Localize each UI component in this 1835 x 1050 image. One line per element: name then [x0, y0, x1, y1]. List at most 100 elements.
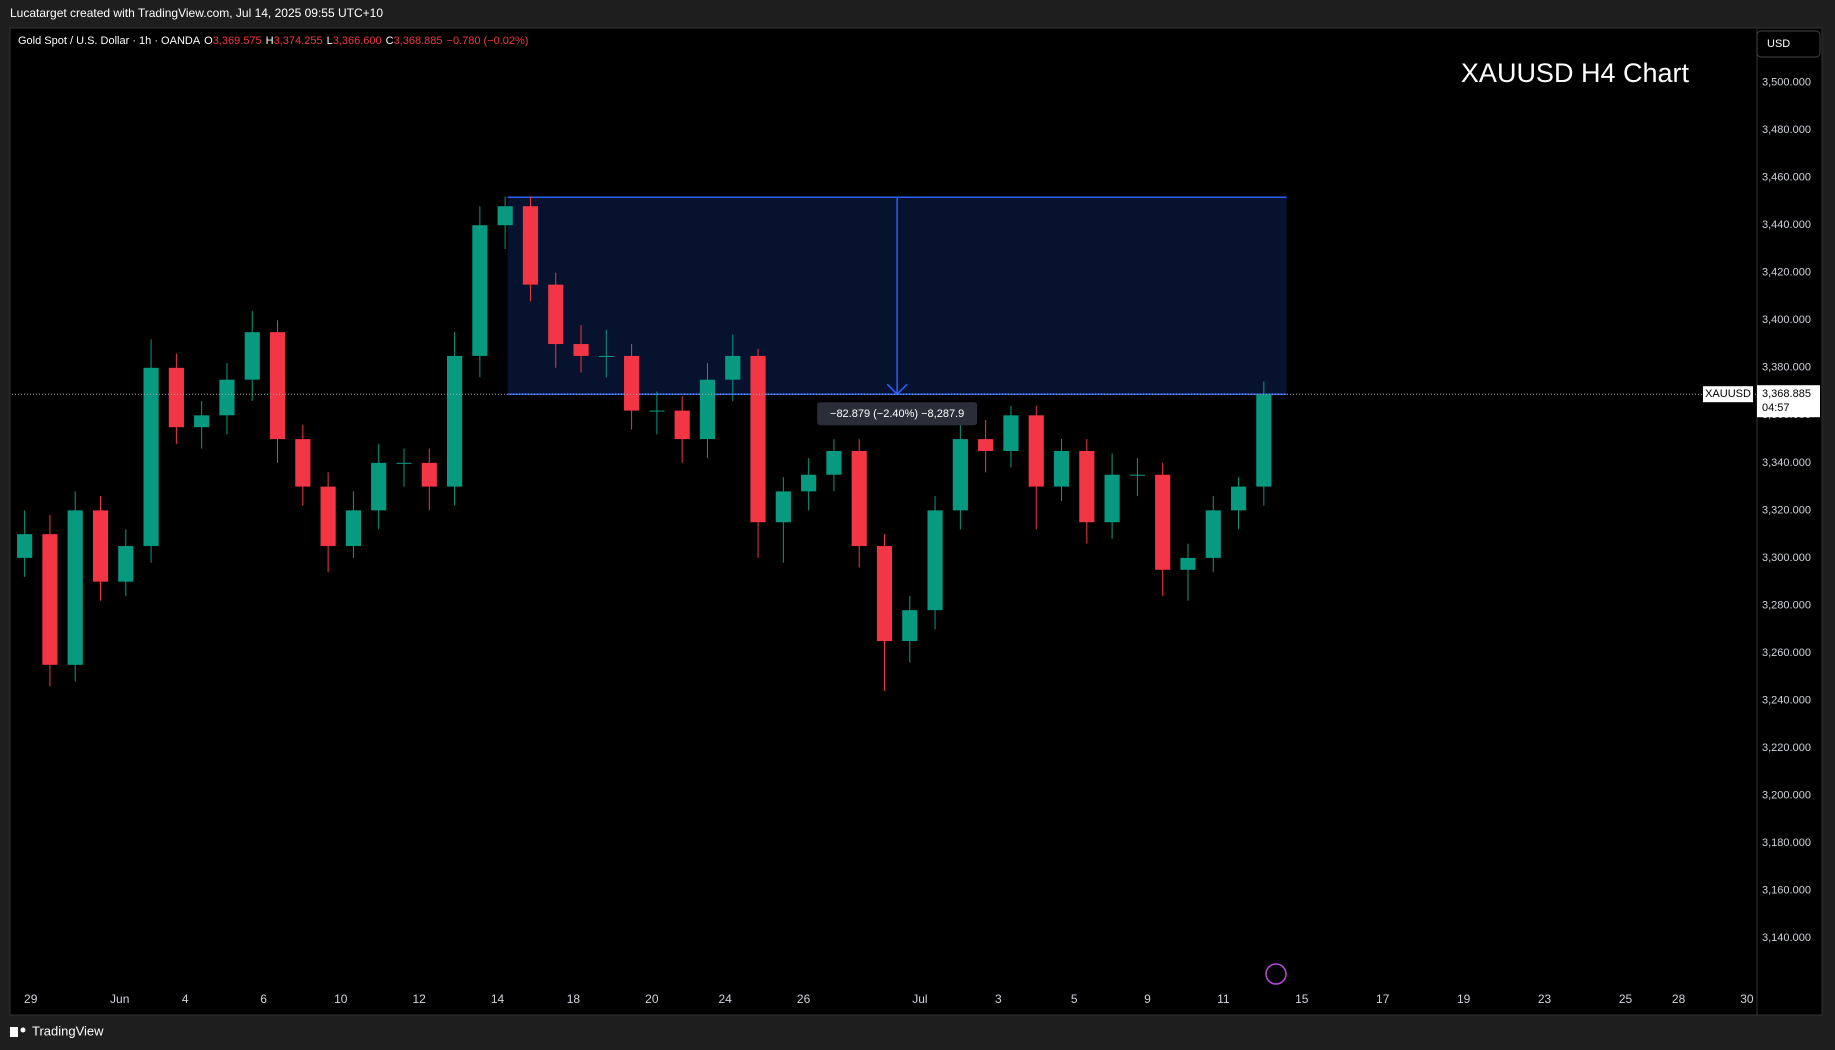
x-tick-label: 5 [1071, 992, 1078, 1006]
candle-body [67, 510, 83, 665]
candle-body [1079, 450, 1095, 523]
x-tick-label: 26 [797, 992, 811, 1006]
price-box [1757, 385, 1820, 418]
chart-title: XAUUSD H4 Chart [1461, 58, 1690, 88]
candle-body [219, 379, 235, 416]
x-tick-label: 29 [24, 992, 38, 1006]
candle-body [624, 355, 640, 411]
legend-key: L [327, 35, 333, 47]
y-tick-label: 3,460.000 [1762, 172, 1811, 184]
legend-key: O [204, 35, 213, 47]
candle-body [978, 439, 994, 451]
legend: Gold Spot / U.S. Dollar · 1h · OANDA O3,3… [18, 35, 528, 47]
y-tick-label: 3,260.000 [1762, 647, 1811, 659]
y-tick-label: 3,240.000 [1762, 694, 1811, 706]
candle-body [548, 284, 564, 345]
currency-button[interactable] [1756, 30, 1821, 58]
x-tick-label: Jul [912, 992, 927, 1006]
footer-logo [10, 1027, 26, 1037]
x-tick-label: 19 [1457, 992, 1471, 1006]
price-label: 3,368.885 [1762, 388, 1811, 400]
y-tick-label: 3,340.000 [1762, 457, 1811, 469]
symbol-box [1703, 386, 1753, 403]
x-tick-label: 4 [182, 992, 189, 1006]
y-tick-label: 3,300.000 [1762, 552, 1811, 564]
candle-body [446, 355, 463, 487]
candle-body [826, 450, 842, 475]
candle-body [598, 355, 614, 357]
y-tick-label: 3,400.000 [1762, 314, 1811, 326]
candle-body [345, 510, 361, 547]
alert-icon[interactable] [1265, 963, 1287, 985]
candle-body [1180, 557, 1196, 570]
y-tick-label: 3,220.000 [1762, 742, 1811, 754]
candle-body [725, 355, 741, 380]
x-tick-label: 20 [645, 992, 659, 1006]
x-tick-label: 10 [334, 992, 348, 1006]
x-tick-label: 24 [718, 992, 732, 1006]
legend-value: 3,368.885 [394, 35, 443, 47]
x-tick-label: 30 [1740, 992, 1754, 1006]
y-tick-label: 3,160.000 [1762, 884, 1811, 896]
candle-body [699, 379, 716, 440]
x-tick-label: 11 [1217, 992, 1230, 1006]
candle-body [269, 332, 286, 440]
candle-body [851, 450, 867, 547]
y-tick-label: 3,500.000 [1762, 77, 1811, 89]
chart-panel [9, 27, 1823, 1016]
candle-body [168, 367, 184, 428]
candle-body [295, 439, 311, 487]
legend-change: −0.780 (−0.02%) [447, 35, 529, 47]
candle-body [371, 462, 387, 511]
candle-body [320, 486, 336, 547]
candle-body [1230, 486, 1247, 511]
candle-body [649, 410, 665, 412]
x-tick-label: 15 [1295, 992, 1309, 1006]
candle-body [1129, 474, 1145, 476]
y-tick-label: 3,380.000 [1762, 362, 1811, 374]
candle-body [674, 410, 690, 440]
symbol: Gold Spot / U.S. Dollar · 1h · OANDA [18, 35, 201, 47]
y-tick-label: 3,420.000 [1762, 267, 1811, 279]
x-tick-label: 12 [412, 992, 426, 1006]
currency-label[interactable]: USD [1767, 38, 1790, 50]
candle-body [876, 546, 893, 642]
y-tick-label: 3,440.000 [1762, 219, 1811, 231]
x-tick-label: 28 [1672, 992, 1686, 1006]
candle-body [522, 206, 539, 285]
candle-body [952, 439, 968, 511]
candle-body [143, 367, 159, 547]
legend-value: 3,374.255 [274, 35, 323, 47]
x-tick-label: 18 [567, 992, 581, 1006]
y-tick-label: 3,140.000 [1762, 932, 1811, 944]
legend-value: 3,369.575 [213, 35, 262, 47]
candle-body [902, 610, 918, 642]
legend-key: H [266, 35, 274, 47]
x-tick-label: 14 [491, 992, 505, 1006]
candle-body [1256, 394, 1272, 487]
y-tick-label: 3,180.000 [1762, 837, 1811, 849]
candle-body [472, 225, 488, 356]
candle-body [118, 546, 134, 582]
candle-body [396, 462, 412, 464]
measure-label: −82.879 (−2.40%) −8,287.9 [830, 408, 964, 420]
x-tick-label: Jun [110, 992, 129, 1006]
y-tick-label: 3,280.000 [1762, 599, 1811, 611]
candle-body [194, 415, 210, 428]
x-tick-label: 9 [1144, 992, 1151, 1006]
candle-body [801, 474, 817, 492]
x-tick-label: 23 [1538, 992, 1552, 1006]
y-tick-label: 3,320.000 [1762, 504, 1811, 516]
candle-body [927, 510, 943, 611]
candle-body [573, 344, 589, 356]
candle-body [1028, 415, 1044, 487]
legend-value: 3,366.600 [333, 35, 382, 47]
countdown-label: 04:57 [1762, 402, 1790, 414]
candle-body [92, 510, 109, 582]
candle-body [1205, 510, 1221, 558]
x-tick-label: 25 [1619, 992, 1633, 1006]
symbol-label: XAUUSD [1705, 388, 1751, 400]
x-tick-label: 6 [260, 992, 267, 1006]
